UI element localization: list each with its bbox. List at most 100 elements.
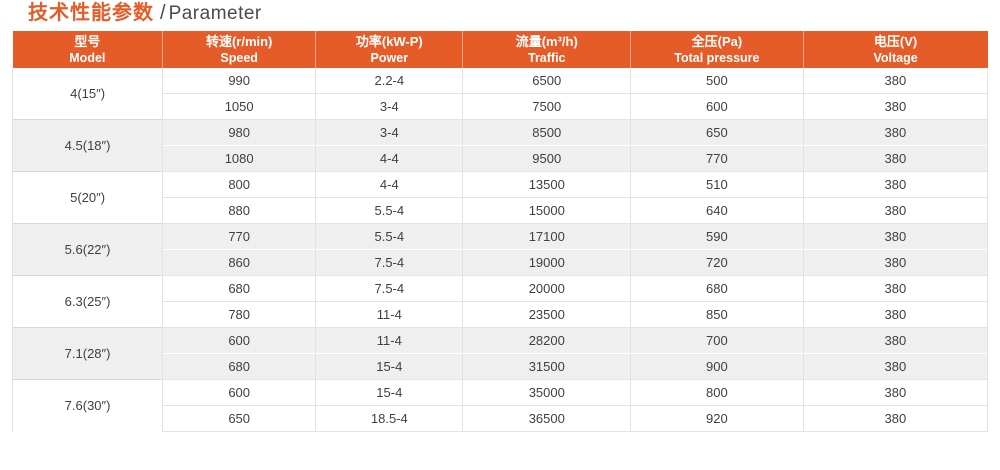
title-chinese: 技术性能参数 xyxy=(28,2,154,24)
cell-model: 4.5(18″) xyxy=(11,119,163,172)
column-header-en: Speed xyxy=(220,51,258,65)
cell-speed: 860 xyxy=(162,249,316,276)
column-header-power: 功率(kW-P) Power xyxy=(315,31,463,68)
column-header-en: Power xyxy=(370,51,409,65)
spec-table-header: 型号 Model 转速(r/min) Speed 功率(kW-P) Power 流量(m³/… xyxy=(12,31,988,68)
cell-total-pressure: 920 xyxy=(630,405,804,432)
cell-voltage: 380 xyxy=(802,197,989,224)
column-header-zh: 转速(r/min) xyxy=(205,34,273,49)
cell-total-pressure: 900 xyxy=(630,353,804,380)
cell-voltage: 380 xyxy=(802,353,989,380)
cell-power: 5.5-4 xyxy=(315,223,463,250)
cell-voltage: 380 xyxy=(802,249,989,276)
cell-total-pressure: 800 xyxy=(630,379,804,406)
column-header-model: 型号 Model xyxy=(12,31,163,68)
cell-voltage: 380 xyxy=(802,327,989,354)
cell-speed: 600 xyxy=(162,327,316,354)
cell-total-pressure: 680 xyxy=(630,275,804,302)
table-row: 650 18.5-4 36500 920 380 xyxy=(13,405,989,432)
cell-traffic: 36500 xyxy=(462,405,631,432)
cell-power: 4-4 xyxy=(315,145,463,172)
column-header-speed: 转速(r/min) Speed xyxy=(162,31,316,68)
cell-model: 7.6(30″) xyxy=(11,379,163,432)
column-header-en: Model xyxy=(69,51,106,65)
cell-power: 3-4 xyxy=(315,119,463,146)
table-row: 860 7.5-4 19000 720 380 xyxy=(13,249,989,276)
column-header-total-pressure: 全压(Pa) Total pressure xyxy=(630,31,804,68)
cell-traffic: 31500 xyxy=(462,353,631,380)
column-header-en: Total pressure xyxy=(674,51,760,65)
cell-speed: 1080 xyxy=(162,145,316,172)
cell-total-pressure: 720 xyxy=(630,249,804,276)
cell-traffic: 19000 xyxy=(462,249,631,276)
spec-table: 型号 Model 转速(r/min) Speed 功率(kW-P) Power 流量(m³/… xyxy=(11,31,989,432)
cell-traffic: 20000 xyxy=(462,275,631,302)
cell-traffic: 7500 xyxy=(462,93,631,120)
cell-voltage: 380 xyxy=(802,68,989,94)
cell-voltage: 380 xyxy=(802,379,989,406)
cell-total-pressure: 650 xyxy=(630,119,804,146)
column-header-zh: 型号 xyxy=(74,34,101,49)
cell-voltage: 380 xyxy=(802,93,989,120)
cell-speed: 1050 xyxy=(162,93,316,120)
column-header-zh: 功率(kW-P) xyxy=(355,34,423,49)
model-group: 5.6(22″) 770 5.5-4 17100 590 380 860 7.5-4 19000… xyxy=(11,223,989,276)
cell-speed: 780 xyxy=(162,301,316,328)
column-header-zh: 全压(Pa) xyxy=(691,34,743,49)
table-row: 7.1(28″) 600 11-4 28200 700 380 xyxy=(11,327,989,380)
column-header-zh: 电压(V) xyxy=(873,34,918,49)
table-row: 4(15″) 990 2.2-4 6500 500 380 xyxy=(11,68,989,120)
table-row: 6.3(25″) 680 7.5-4 20000 680 380 xyxy=(11,275,989,328)
cell-power: 11-4 xyxy=(315,327,463,354)
cell-power: 18.5-4 xyxy=(315,405,463,432)
cell-traffic: 6500 xyxy=(462,68,631,94)
cell-speed: 980 xyxy=(162,119,316,146)
model-group: 7.1(28″) 600 11-4 28200 700 380 680 15-4 31500 90… xyxy=(11,327,989,380)
cell-speed: 770 xyxy=(162,223,316,250)
cell-power: 4-4 xyxy=(315,171,463,198)
column-header-traffic: 流量(m³/h) Traffic xyxy=(462,31,631,68)
model-group: 5(20″) 800 4-4 13500 510 380 880 5.5-4 15000 640 3… xyxy=(11,171,989,224)
cell-power: 15-4 xyxy=(315,353,463,380)
cell-total-pressure: 600 xyxy=(630,93,804,120)
cell-traffic: 35000 xyxy=(462,379,631,406)
title-separator: / xyxy=(160,2,166,24)
table-row: 5(20″) 800 4-4 13500 510 380 xyxy=(11,171,989,224)
column-header-en: Traffic xyxy=(528,51,566,65)
cell-traffic: 17100 xyxy=(462,223,631,250)
cell-model: 5(20″) xyxy=(11,171,163,224)
cell-model: 7.1(28″) xyxy=(11,327,163,380)
cell-voltage: 380 xyxy=(802,301,989,328)
model-group: 4.5(18″) 980 3-4 8500 650 380 1080 4-4 9500 770 38… xyxy=(11,119,989,172)
table-row: 5.6(22″) 770 5.5-4 17100 590 380 xyxy=(11,223,989,276)
cell-traffic: 13500 xyxy=(462,171,631,198)
table-row: 1080 4-4 9500 770 380 xyxy=(13,145,989,172)
cell-voltage: 380 xyxy=(802,171,989,198)
column-header-zh: 流量(m³/h) xyxy=(515,34,578,49)
cell-voltage: 380 xyxy=(802,119,989,146)
cell-traffic: 15000 xyxy=(462,197,631,224)
cell-model: 5.6(22″) xyxy=(11,223,163,276)
cell-voltage: 380 xyxy=(802,275,989,302)
cell-speed: 880 xyxy=(162,197,316,224)
column-header-en: Voltage xyxy=(873,51,918,65)
cell-power: 2.2-4 xyxy=(315,68,463,94)
model-group: 4(15″) 990 2.2-4 6500 500 380 1050 3-4 7500 600 38… xyxy=(11,68,989,120)
cell-model: 6.3(25″) xyxy=(11,275,163,328)
cell-voltage: 380 xyxy=(802,405,989,432)
table-row: 880 5.5-4 15000 640 380 xyxy=(13,197,989,224)
cell-traffic: 9500 xyxy=(462,145,631,172)
cell-total-pressure: 590 xyxy=(630,223,804,250)
cell-total-pressure: 640 xyxy=(630,197,804,224)
cell-traffic: 28200 xyxy=(462,327,631,354)
cell-power: 5.5-4 xyxy=(315,197,463,224)
cell-speed: 800 xyxy=(162,171,316,198)
cell-traffic: 8500 xyxy=(462,119,631,146)
header-row: 型号 Model 转速(r/min) Speed 功率(kW-P) Power 流量(m³/… xyxy=(12,31,988,68)
cell-model: 4(15″) xyxy=(11,68,163,120)
cell-power: 11-4 xyxy=(315,301,463,328)
cell-total-pressure: 700 xyxy=(630,327,804,354)
cell-speed: 600 xyxy=(162,379,316,406)
table-row: 1050 3-4 7500 600 380 xyxy=(13,93,989,120)
cell-power: 7.5-4 xyxy=(315,275,463,302)
